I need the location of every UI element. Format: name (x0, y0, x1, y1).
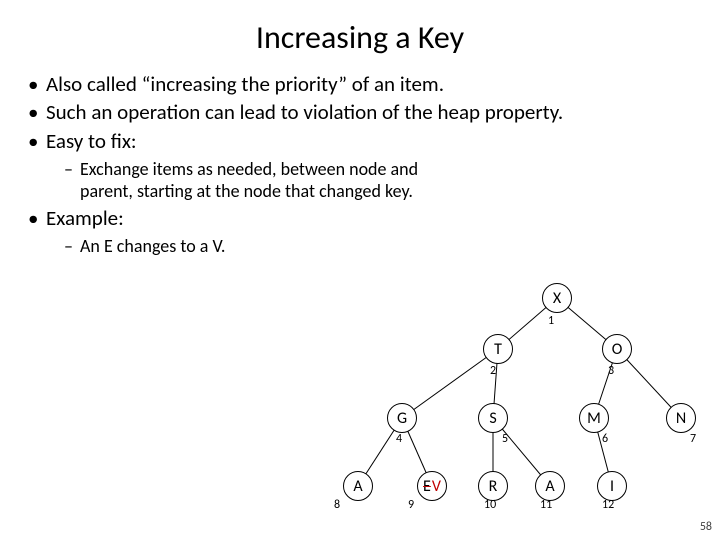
slide-number: 58 (700, 520, 712, 534)
tree-node: O (602, 334, 632, 364)
bullet-2: Such an operation can lead to violation … (28, 99, 700, 125)
tree-node-index: 7 (690, 432, 696, 446)
tree-node: I (597, 471, 627, 501)
bullet-3: Easy to fix: Exchange items as needed, b… (28, 128, 700, 203)
tree-node-index: 8 (334, 498, 340, 512)
tree-node: T (483, 334, 513, 364)
tree-node: EV (417, 471, 447, 501)
content-area: Also called “increasing the priority” of… (0, 71, 720, 258)
bullet-3a: Exchange items as needed, between node a… (64, 158, 454, 203)
tree-node-index: 2 (490, 364, 496, 378)
tree-node-index: 10 (484, 498, 496, 512)
tree-node: M (579, 403, 609, 433)
tree-node-index: 5 (502, 432, 508, 446)
bullet-4a: An E changes to a V. (64, 235, 700, 258)
bullet-4-text: Example: (46, 205, 124, 231)
bullet-3-text: Easy to fix: (46, 128, 137, 154)
tree-node: A (343, 471, 373, 501)
tree-node: R (478, 471, 508, 501)
tree-node-index: 6 (602, 432, 608, 446)
tree-node: A (535, 471, 565, 501)
tree-node-index: 9 (408, 498, 414, 512)
tree-node-index: 11 (540, 498, 552, 512)
tree-node: G (387, 403, 417, 433)
bullet-4: Example: An E changes to a V. (28, 205, 700, 258)
bullet-1: Also called “increasing the priority” of… (28, 71, 700, 97)
tree-node-index: 3 (608, 364, 614, 378)
tree-node: N (666, 403, 696, 433)
slide-title: Increasing a Key (0, 0, 720, 71)
tree-node: X (542, 283, 572, 313)
tree-node-index: 4 (396, 432, 402, 446)
tree-node-index: 12 (602, 498, 614, 512)
tree-node-index: 1 (548, 314, 554, 328)
tree-node: S (478, 403, 508, 433)
